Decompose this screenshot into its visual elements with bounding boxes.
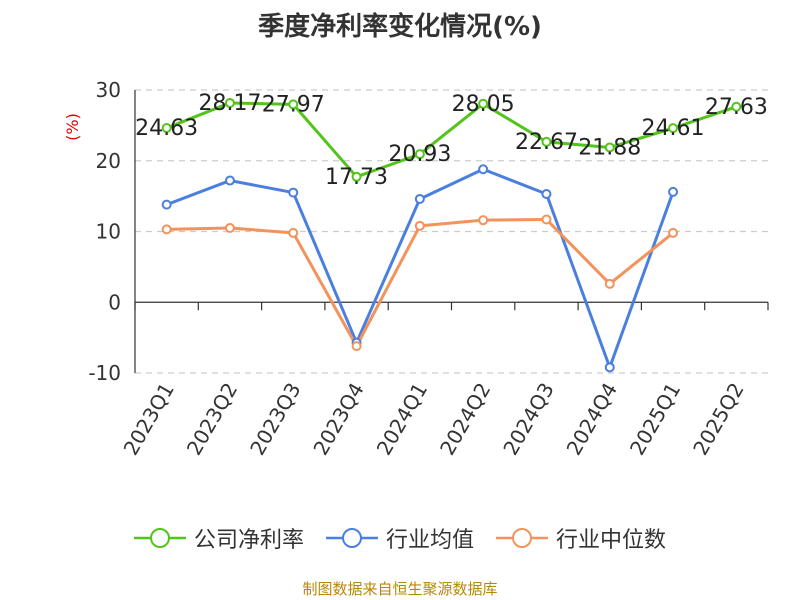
x-tick-label: 2025Q1 xyxy=(625,379,685,460)
data-point xyxy=(604,278,615,289)
series-line-0 xyxy=(166,101,737,179)
data-label: 22.67 xyxy=(515,130,578,155)
data-point xyxy=(161,224,172,235)
legend-item: 行业中位数 xyxy=(496,522,666,554)
y-tick-label: 20 xyxy=(96,149,121,173)
legend-label: 行业中位数 xyxy=(556,528,667,553)
data-point xyxy=(604,362,615,373)
legend-swatch xyxy=(133,528,186,548)
data-point xyxy=(668,227,679,238)
x-tick-label: 2023Q2 xyxy=(182,379,242,460)
data-point xyxy=(414,220,425,231)
data-label: 24.61 xyxy=(642,116,705,141)
legend-swatch xyxy=(496,528,548,548)
data-label: 28.05 xyxy=(452,92,515,117)
y-tick-label: -10 xyxy=(88,361,121,385)
legend-label: 行业均值 xyxy=(385,528,474,553)
y-tick-label: 30 xyxy=(96,78,121,102)
data-point xyxy=(351,171,362,182)
source-note: 制图数据来自恒生聚源数据库 xyxy=(302,580,498,598)
data-point xyxy=(288,187,299,198)
data-label: 27.63 xyxy=(705,95,768,120)
x-tick-label: 2024Q4 xyxy=(562,379,622,460)
x-tick-label: 2023Q3 xyxy=(245,379,305,460)
data-point xyxy=(541,214,552,225)
legend-item: 公司净利率 xyxy=(133,522,304,554)
legend: 公司净利率 行业均值 行业中位数 xyxy=(0,518,800,558)
data-point xyxy=(541,189,552,200)
data-point xyxy=(288,99,299,110)
data-label: 24.63 xyxy=(135,116,198,141)
chart-title: 季度净利率变化情况(%) xyxy=(258,12,542,42)
data-point xyxy=(161,199,172,210)
data-point xyxy=(731,101,742,112)
data-point xyxy=(604,142,615,153)
legend-label: 公司净利率 xyxy=(193,528,304,553)
data-point xyxy=(478,215,489,226)
x-tick-label: 2023Q4 xyxy=(308,379,368,460)
data-point xyxy=(478,98,489,109)
data-label: 17.73 xyxy=(325,165,388,190)
series-line-2 xyxy=(166,217,674,348)
data-label: 20.93 xyxy=(388,142,451,167)
data-point xyxy=(351,341,362,352)
data-point xyxy=(161,122,172,133)
y-tick-label: 0 xyxy=(108,290,121,314)
x-tick-label: 2023Q1 xyxy=(119,379,179,460)
data-point xyxy=(288,227,299,238)
data-point xyxy=(224,175,235,186)
data-point xyxy=(668,186,679,197)
data-label: 27.97 xyxy=(262,92,325,117)
data-label: 28.17 xyxy=(198,91,261,116)
x-tick-label: 2025Q2 xyxy=(688,379,748,460)
data-point xyxy=(478,164,489,175)
y-axis-label: (%) xyxy=(63,113,82,141)
x-tick-label: 2024Q3 xyxy=(498,379,558,460)
data-point xyxy=(541,136,552,147)
legend-item: 行业均值 xyxy=(325,522,474,554)
series-layer xyxy=(161,97,742,373)
data-point xyxy=(668,123,679,134)
data-point xyxy=(224,222,235,233)
x-tick-label: 2024Q2 xyxy=(435,379,495,460)
y-tick-label: 10 xyxy=(96,220,121,244)
x-tick-label: 2024Q1 xyxy=(372,379,432,460)
data-label: 21.88 xyxy=(578,135,641,160)
data-point xyxy=(414,193,425,204)
legend-swatch xyxy=(325,528,378,548)
data-point xyxy=(414,149,425,160)
data-point xyxy=(224,97,235,108)
